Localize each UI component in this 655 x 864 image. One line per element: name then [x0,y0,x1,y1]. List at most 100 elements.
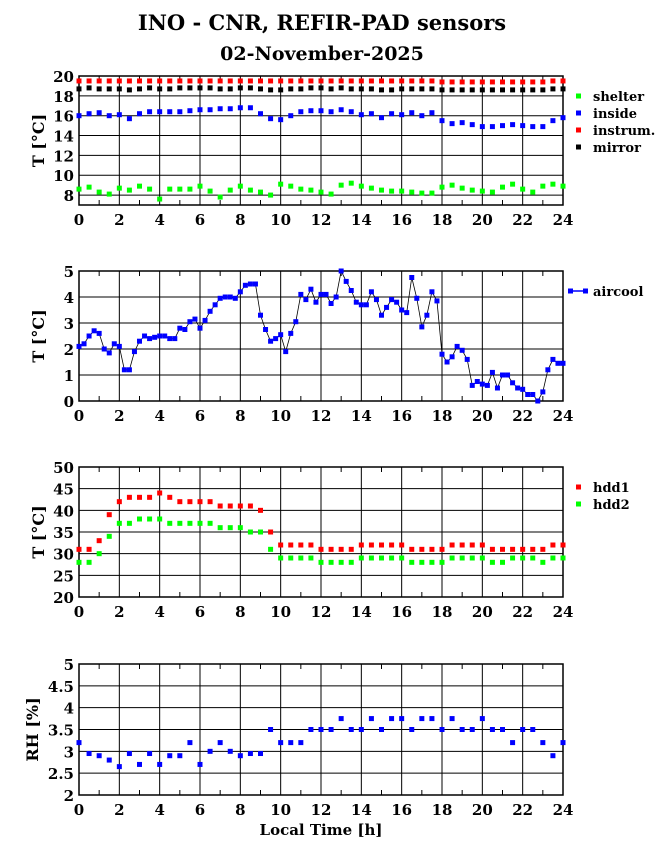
data-point-inside [429,110,435,116]
data-point-RH [550,753,556,759]
data-point-RH [358,727,364,732]
data-point-mirror [207,85,213,91]
data-point-instrum [177,78,183,84]
data-point-mirror [429,86,435,92]
data-point-instrum [288,78,294,84]
data-point-aircool [535,398,541,404]
data-point-instrum [268,78,274,84]
x-tick-label: 24 [553,211,574,229]
y-axis-label: T [°C] [29,114,48,167]
data-point-instrum [197,78,203,84]
data-point-hdd1 [399,542,405,548]
data-point-aircool [293,319,299,325]
data-point-aircool [444,359,450,365]
data-point-hdd1 [358,542,364,548]
data-point-instrum [126,78,132,84]
data-point-shelter [288,183,294,189]
data-point-mirror [298,86,304,92]
data-point-inside [540,124,546,130]
data-point-aircool [333,294,339,300]
data-point-hdd2 [510,555,516,561]
data-point-hdd1 [116,499,122,505]
data-point-aircool [515,385,521,391]
data-point-aircool [81,341,87,347]
y-tick-label: 2 [64,341,74,359]
data-point-hdd1 [459,542,465,548]
x-tick-label: 18 [432,801,453,819]
data-point-shelter [540,183,546,189]
data-point-aircool [142,333,148,339]
data-point-shelter [268,192,274,198]
data-point-aircool [232,295,238,301]
data-point-shelter [126,187,132,193]
data-point-shelter [379,187,384,193]
data-point-hdd2 [479,555,485,561]
data-point-aircool [479,381,485,387]
plot-frame [78,466,564,598]
data-point-shelter [510,181,516,187]
data-point-aircool [227,294,233,300]
data-point-mirror [278,87,284,93]
data-point-shelter [449,182,455,188]
data-point-mirror [318,85,324,91]
y-tick-label: 5 [64,656,74,674]
data-point-aircool [449,354,455,360]
x-tick-label: 6 [195,211,205,229]
data-point-RH [318,727,324,732]
data-point-hdd2 [520,555,526,561]
data-point-RH [520,727,526,732]
data-point-aircool [242,282,248,288]
data-point-mirror [76,86,82,92]
data-point-hdd1 [550,542,556,548]
data-point-shelter [106,191,112,197]
data-point-hdd1 [217,503,223,509]
data-point-mirror [409,86,415,92]
data-point-instrum [278,78,284,84]
data-point-aircool [373,297,379,303]
data-point-RH [96,753,102,759]
data-point-aircool [323,291,329,297]
data-point-RH [86,751,92,757]
data-point-inside [439,118,445,124]
data-point-aircool [197,325,203,331]
data-point-inside [318,108,324,114]
x-tick-label: 12 [311,801,332,819]
data-point-hdd2 [449,555,455,561]
data-point-mirror [449,87,455,93]
data-point-inside [560,115,566,121]
data-point-shelter [489,189,495,195]
x-tick-label: 10 [270,211,291,229]
data-point-hdd2 [187,520,193,526]
data-point-shelter [368,185,374,191]
y-tick-label: 8 [64,187,74,205]
data-point-RH [247,751,253,757]
y-tick-label: 50 [53,459,74,477]
data-point-mirror [500,87,505,93]
data-point-instrum [348,78,354,84]
data-point-instrum [550,78,556,84]
data-point-RH [298,740,304,746]
legend-marker [576,93,581,99]
data-point-aircool [212,302,218,308]
data-point-RH [278,740,284,746]
data-point-instrum [530,79,536,85]
y-axis-label: T [°C] [29,505,48,558]
y-tick-label: 0 [64,393,74,411]
data-point-instrum [338,78,344,84]
data-point-instrum [500,79,505,85]
x-tick-label: 20 [472,603,493,621]
data-point-instrum [489,79,495,85]
data-point-inside [368,111,374,117]
data-point-aircool [510,380,516,386]
data-point-instrum [207,78,213,84]
data-point-RH [389,716,395,722]
x-tick-label: 12 [311,211,332,229]
data-point-hdd2 [328,559,334,565]
data-point-mirror [116,86,122,92]
x-axis-label: Local Time [h] [260,821,383,839]
data-point-hdd1 [258,507,263,513]
data-point-aircool [338,268,344,274]
data-point-shelter [197,183,203,189]
x-tick-label: 10 [270,407,291,425]
data-point-instrum [358,78,364,84]
